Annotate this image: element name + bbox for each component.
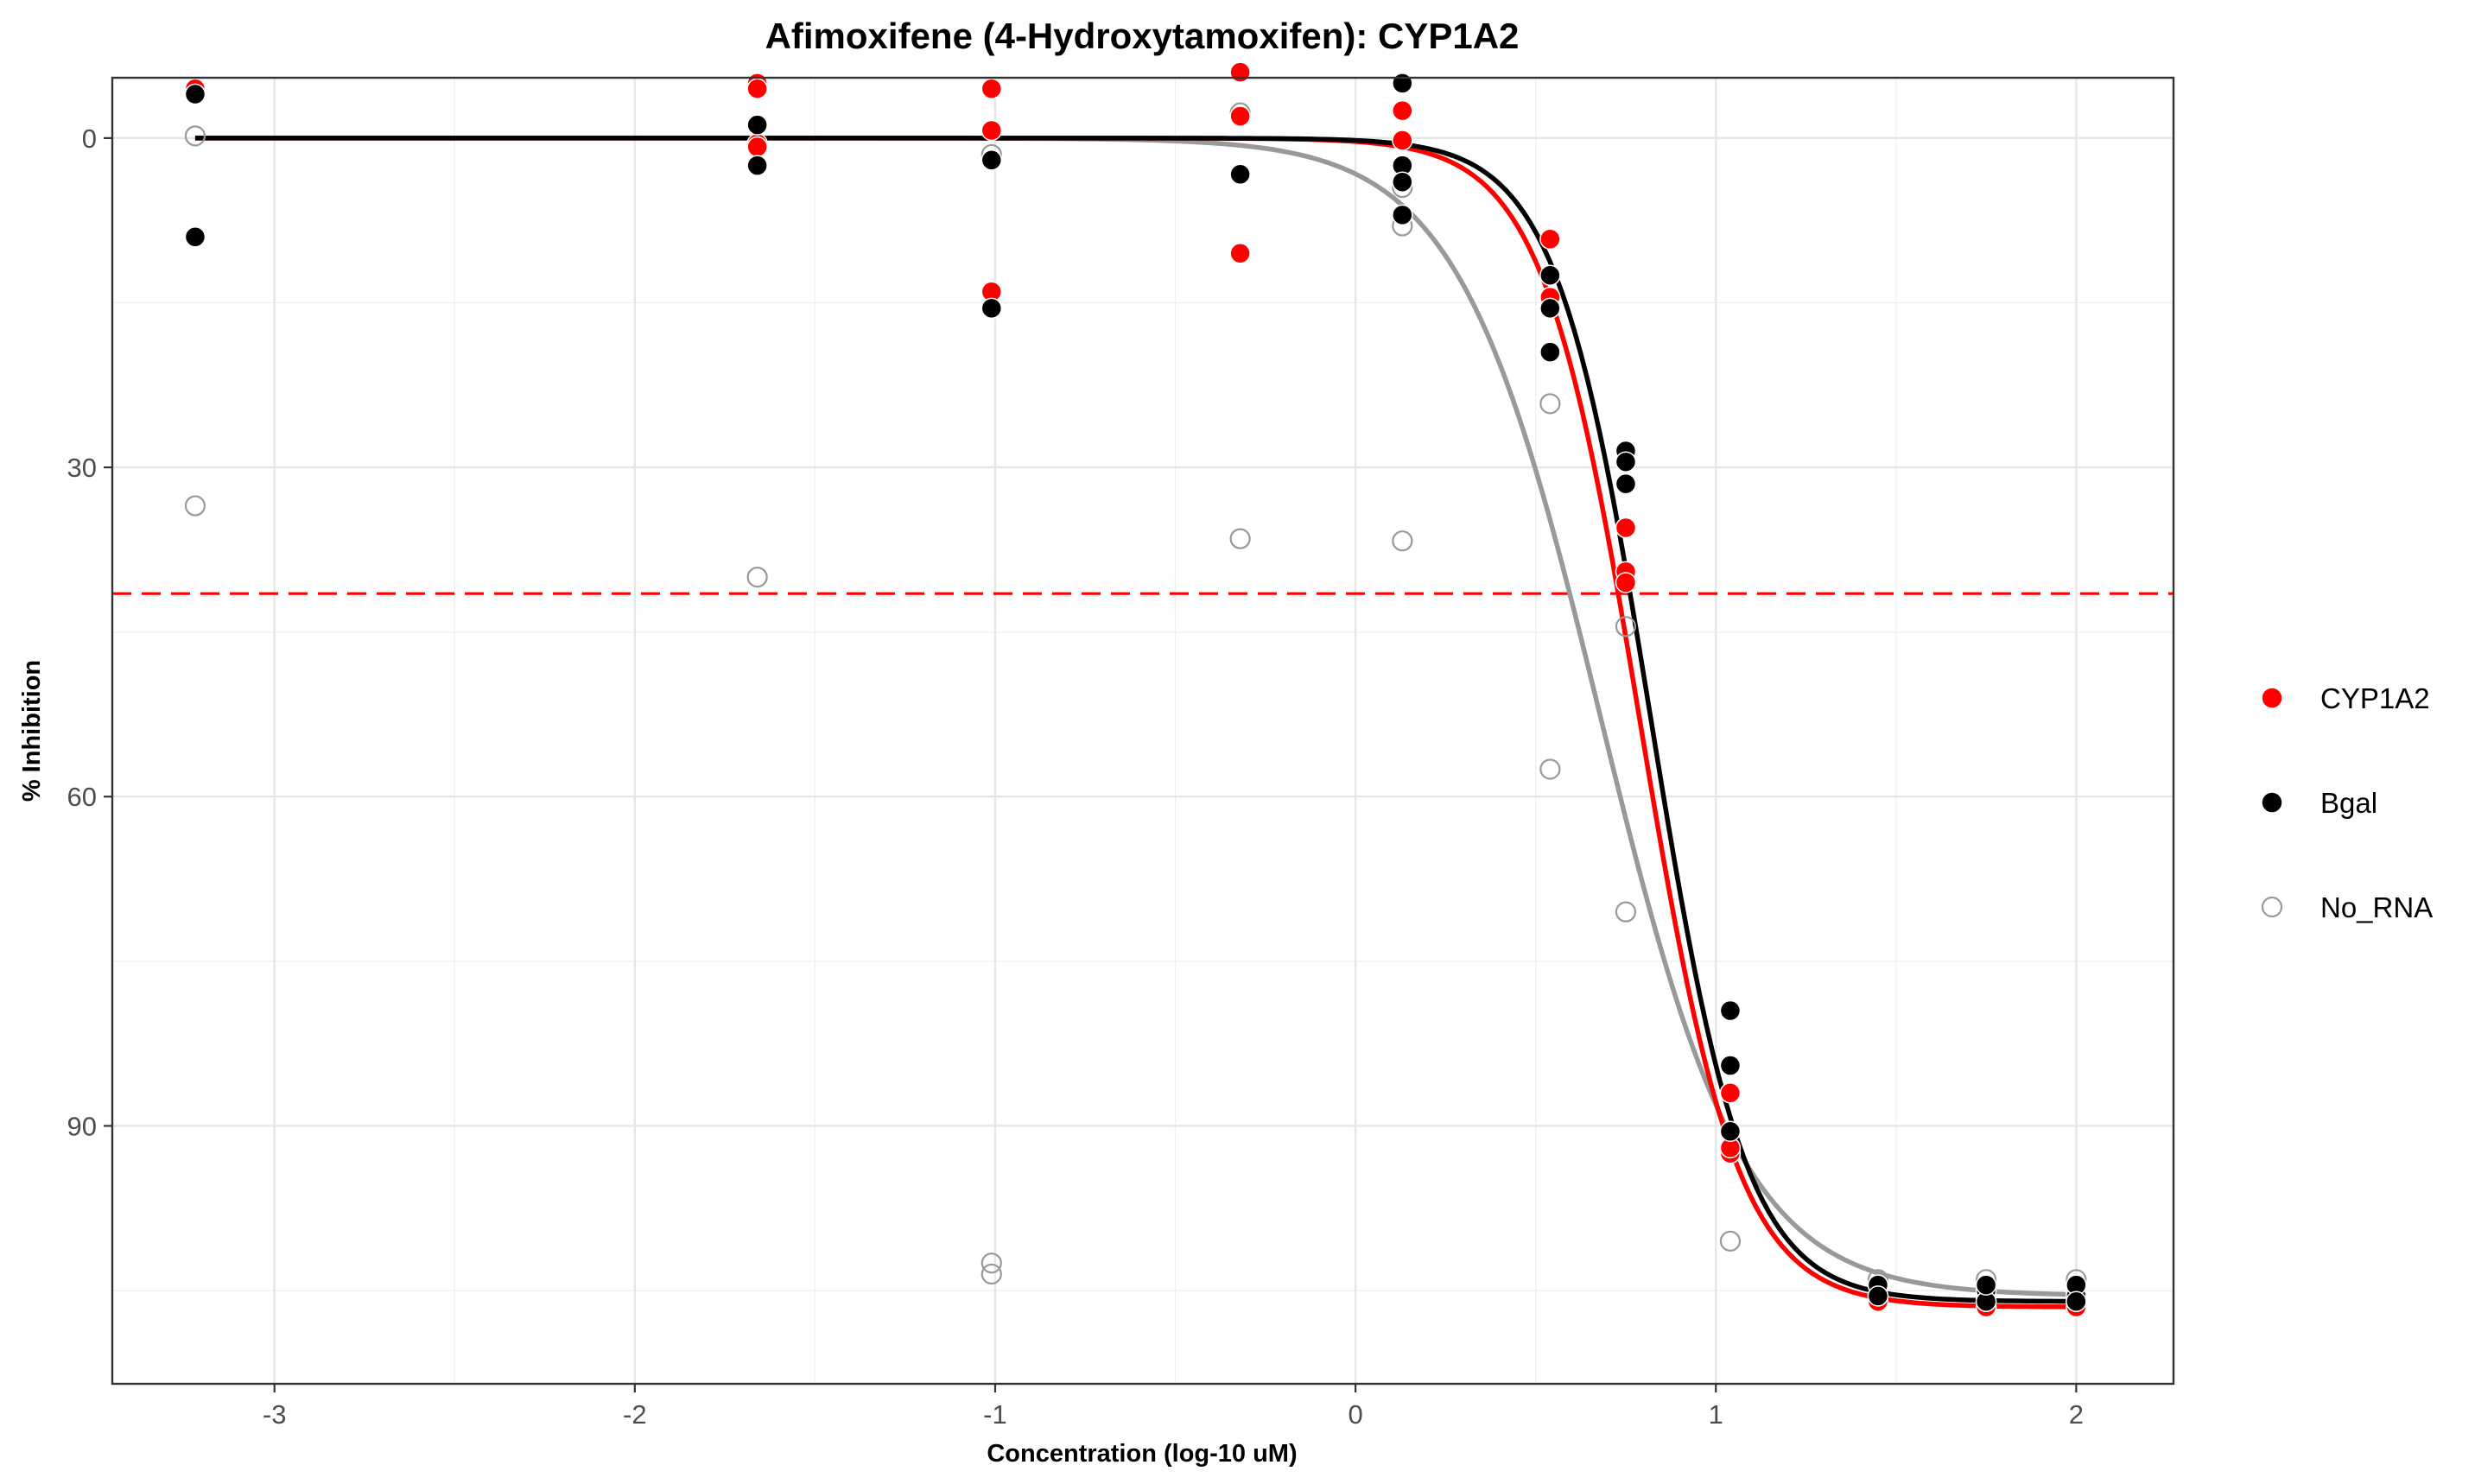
point-bgal	[980, 297, 1003, 320]
legend-key-cyp1a2	[2261, 687, 2283, 709]
point-bgal	[184, 225, 206, 248]
legend-key-no_rna	[2261, 896, 2283, 918]
point-no_rna	[1392, 530, 1413, 552]
point-cyp1a2	[1229, 105, 1251, 127]
point-cyp1a2	[1615, 517, 1637, 539]
y-tick-label: 0	[82, 124, 97, 154]
point-bgal	[746, 155, 768, 176]
point-no_rna	[1719, 1230, 1742, 1252]
data-points	[184, 61, 2087, 1318]
point-no_rna	[980, 1263, 1002, 1285]
y-tick-label: 90	[67, 1111, 97, 1141]
point-bgal	[184, 83, 206, 105]
point-cyp1a2	[1392, 130, 1413, 151]
x-tick-label: 1	[1709, 1399, 1723, 1430]
gridlines	[112, 78, 2174, 1384]
point-cyp1a2	[1229, 61, 1251, 83]
point-cyp1a2	[980, 119, 1003, 142]
point-bgal	[1719, 999, 1742, 1022]
x-tick-label: 2	[2069, 1399, 2084, 1430]
y-axis-title: % Inhibition	[18, 660, 46, 802]
legend-key-bgal	[2261, 791, 2283, 814]
fit-curve-cyp1a2	[194, 136, 2077, 1310]
x-axis-ticks: -3 -2 -1 0 1 2	[263, 1384, 2084, 1430]
point-bgal	[1392, 73, 1413, 94]
point-bgal	[980, 149, 1003, 171]
y-axis-ticks: 0 30 60 90	[67, 124, 112, 1141]
y-tick-label: 60	[67, 782, 97, 812]
point-bgal	[1539, 341, 1561, 363]
x-axis-title: Concentration (log-10 uM)	[987, 1440, 1297, 1468]
fit-curve-no_rna	[194, 136, 2077, 1297]
point-no_rna	[184, 125, 206, 147]
point-bgal	[1539, 264, 1561, 286]
legend-label-cyp1a2: CYP1A2	[2320, 682, 2430, 714]
point-cyp1a2	[1392, 99, 1413, 122]
point-no_rna	[1539, 758, 1561, 780]
point-cyp1a2	[1539, 228, 1561, 251]
point-cyp1a2	[1719, 1082, 1742, 1104]
point-bgal	[1392, 171, 1413, 193]
point-bgal	[1975, 1274, 1997, 1296]
point-bgal	[1539, 297, 1561, 320]
point-bgal	[1615, 451, 1637, 472]
point-cyp1a2	[746, 78, 768, 99]
point-bgal	[1867, 1285, 1889, 1307]
point-cyp1a2	[980, 78, 1003, 99]
legend-label-no_rna: No_RNA	[2320, 891, 2433, 923]
point-no_rna	[1229, 528, 1251, 549]
point-cyp1a2	[1615, 572, 1637, 593]
point-cyp1a2	[1229, 243, 1251, 264]
point-bgal	[1719, 1120, 1742, 1143]
point-no_rna	[746, 567, 768, 588]
point-bgal	[1392, 204, 1413, 226]
point-bgal	[2066, 1291, 2087, 1312]
point-no_rna	[980, 1253, 1002, 1274]
point-cyp1a2	[746, 136, 768, 158]
x-tick-label: -2	[623, 1399, 647, 1430]
x-tick-label: 0	[1348, 1399, 1362, 1430]
x-tick-label: -3	[263, 1399, 287, 1430]
point-no_rna	[184, 495, 206, 517]
point-no_rna	[1539, 393, 1561, 415]
chart-title: Afimoxifene (4-Hydroxytamoxifen): CYP1A2	[765, 16, 1520, 56]
y-tick-label: 30	[67, 453, 97, 483]
plot-panel-border	[111, 76, 2175, 1386]
fit-curves	[194, 136, 2077, 1310]
point-bgal	[1229, 163, 1251, 186]
fit-curve-bgal	[194, 136, 2077, 1304]
legend: CYP1A2 Bgal No_RNA	[2261, 682, 2433, 923]
point-no_rna	[1615, 901, 1637, 923]
point-bgal	[1615, 472, 1637, 495]
point-no_rna	[1615, 616, 1637, 637]
legend-label-bgal: Bgal	[2320, 787, 2377, 819]
x-tick-label: -1	[983, 1399, 1007, 1430]
point-bgal	[1719, 1055, 1742, 1076]
point-bgal	[746, 114, 768, 136]
